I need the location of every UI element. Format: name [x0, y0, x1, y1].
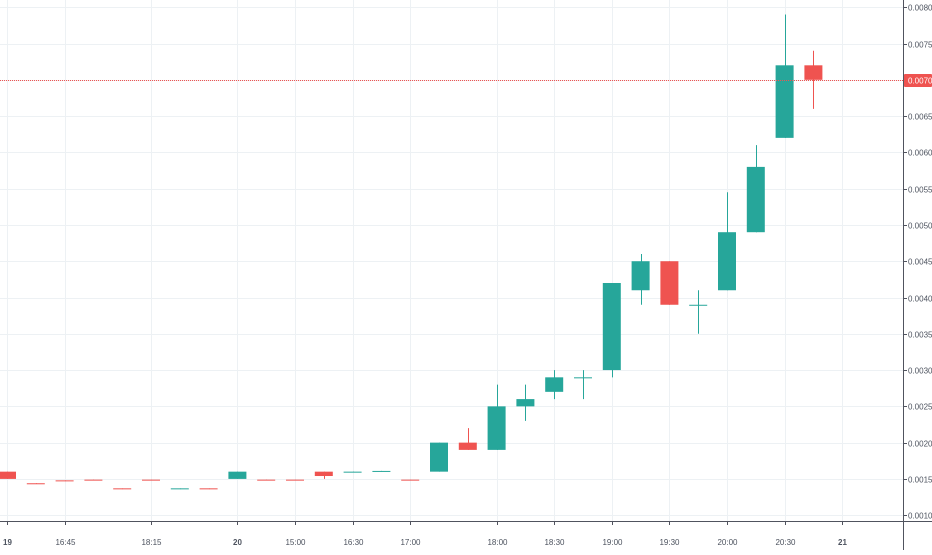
candle — [775, 14, 794, 138]
candle — [372, 470, 391, 472]
candle — [545, 370, 564, 400]
price-tick-label: 0.0010 — [908, 512, 932, 521]
candle-body — [574, 377, 592, 379]
time-tick-label: 16:30 — [343, 538, 364, 547]
candle-body — [660, 261, 679, 305]
candle — [26, 483, 45, 485]
price-tick-label: 0.0030 — [908, 367, 932, 376]
candle-body — [26, 483, 45, 485]
candle-body — [775, 65, 794, 138]
candle — [430, 442, 448, 472]
candle — [487, 384, 506, 450]
candle-body — [372, 470, 391, 472]
price-tick-label: 0.0060 — [908, 149, 932, 158]
candle-body — [602, 282, 621, 371]
candle-body — [170, 488, 189, 490]
time-tick-label: 16:45 — [55, 538, 76, 547]
candle — [746, 145, 765, 233]
candle — [804, 50, 823, 109]
time-tick-label: 20 — [233, 538, 242, 547]
candle-body — [516, 399, 535, 407]
candle-body — [487, 406, 506, 450]
time-tick-label: 20:00 — [717, 538, 738, 547]
candle-body — [142, 479, 160, 481]
candle — [170, 488, 189, 490]
time-tick-label: 18:15 — [141, 538, 162, 547]
candle-body — [545, 377, 564, 392]
price-tick-label: 0.0050 — [908, 222, 932, 231]
price-tick-label: 0.0020 — [908, 440, 932, 449]
time-tick-label: 19:30 — [659, 538, 680, 547]
price-tick-label: 0.0065 — [908, 113, 932, 122]
candle-body — [718, 232, 736, 291]
candle — [718, 192, 736, 291]
candle — [602, 282, 621, 378]
candle-body — [401, 479, 420, 481]
price-tick-label: 0.0015 — [908, 476, 932, 485]
candle-body — [314, 471, 333, 477]
candle — [401, 479, 420, 481]
candle-body — [199, 488, 218, 490]
current-price-badge — [904, 74, 932, 87]
candle — [458, 428, 477, 450]
time-tick-label: 21 — [838, 538, 847, 547]
candle — [113, 488, 132, 490]
time-tick-label: 19:00 — [602, 538, 623, 547]
candle-body — [631, 261, 650, 291]
candle — [0, 471, 16, 479]
time-tick-label: 20:30 — [775, 538, 796, 547]
current-price-label: 0.0070 — [908, 77, 932, 86]
candle — [660, 261, 679, 305]
candle-body — [689, 304, 708, 306]
candle — [286, 479, 304, 481]
candle-body — [286, 479, 304, 481]
candle — [142, 479, 160, 481]
price-tick-label: 0.0025 — [908, 403, 932, 412]
candle-body — [458, 442, 477, 450]
time-tick-label: 19 — [3, 538, 12, 547]
candle — [689, 290, 708, 334]
candle — [343, 471, 362, 473]
candle — [314, 471, 333, 479]
candle-body — [804, 65, 823, 80]
time-tick-label: 18:00 — [487, 538, 508, 547]
price-tick-label: 0.0080 — [908, 4, 932, 13]
price-tick-label: 0.0045 — [908, 258, 932, 267]
price-tick-label: 0.0075 — [908, 41, 932, 50]
price-layer: 0.0070 — [0, 74, 932, 87]
candle-body — [113, 488, 132, 490]
price-tick-label: 0.0055 — [908, 186, 932, 195]
price-tick-label: 0.0035 — [908, 331, 932, 340]
candle — [84, 479, 103, 481]
time-tick-label: 15:00 — [285, 538, 306, 547]
candle-body — [343, 471, 362, 473]
candle-layer — [0, 14, 823, 490]
candle-body — [228, 471, 247, 479]
candle-body — [746, 166, 765, 233]
candle-body — [257, 479, 276, 481]
candle — [55, 480, 74, 482]
candle — [228, 471, 247, 479]
price-tick-label: 0.0040 — [908, 295, 932, 304]
candle — [574, 370, 592, 400]
candle — [199, 488, 218, 490]
candle — [631, 253, 650, 305]
candle-body — [430, 442, 448, 472]
grid-layer — [0, 0, 903, 521]
time-tick-label: 18:30 — [544, 538, 565, 547]
candle — [516, 384, 535, 421]
time-tick-label: 17:00 — [400, 538, 421, 547]
candle-body — [55, 480, 74, 482]
candle-body — [84, 479, 103, 481]
candle-body — [0, 471, 16, 479]
candle — [257, 479, 276, 481]
